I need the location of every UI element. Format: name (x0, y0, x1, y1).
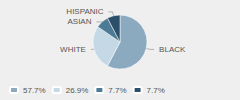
svg-text:BLACK: BLACK (159, 45, 186, 54)
svg-text:ASIAN: ASIAN (67, 17, 91, 26)
svg-text:HISPANIC: HISPANIC (66, 7, 103, 16)
svg-text:7.7%: 7.7% (147, 86, 165, 95)
svg-text:57.7%: 57.7% (23, 86, 46, 95)
svg-text:26.9%: 26.9% (66, 86, 89, 95)
svg-text:WHITE: WHITE (60, 45, 86, 54)
svg-text:7.7%: 7.7% (108, 86, 126, 95)
